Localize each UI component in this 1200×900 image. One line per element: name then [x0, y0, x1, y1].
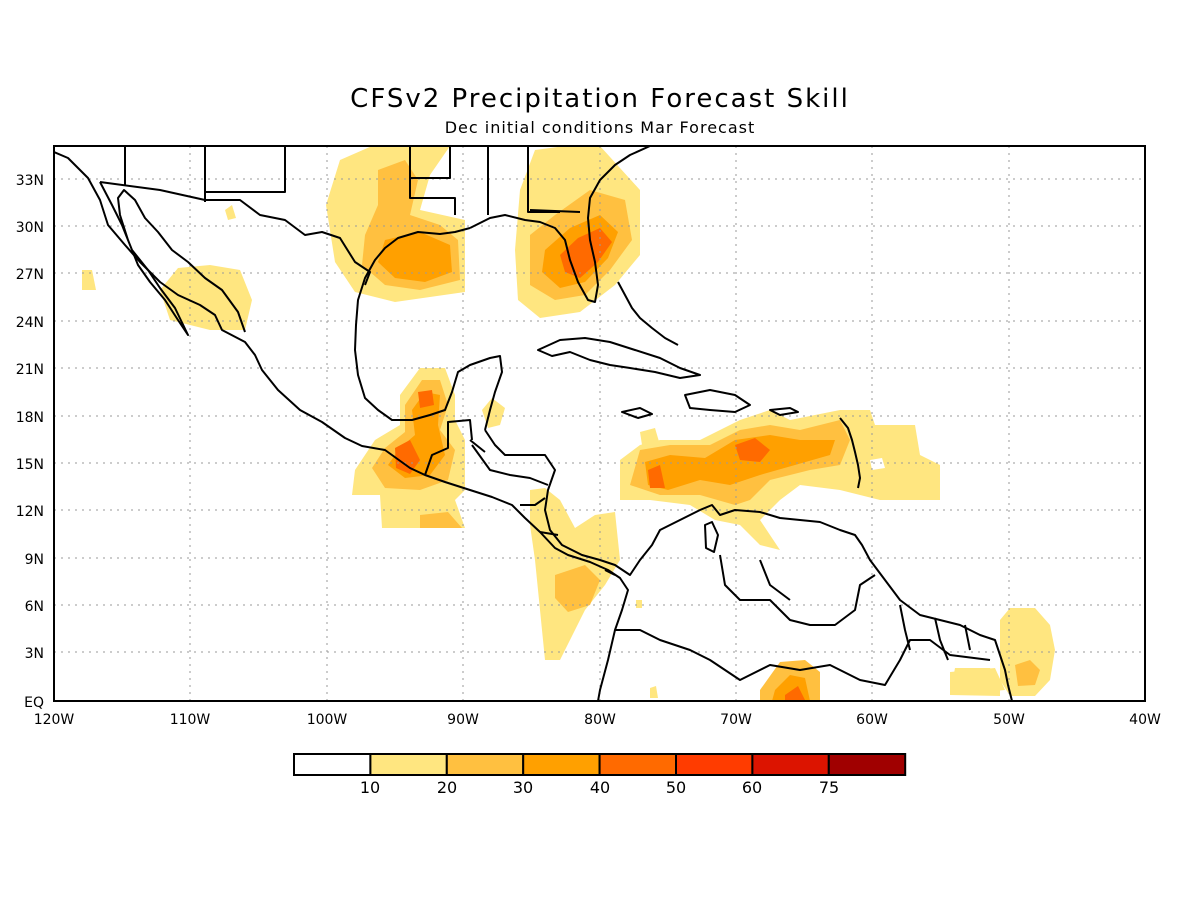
graticule [54, 146, 1145, 701]
lon-label: 60W [856, 712, 888, 728]
skill-region-baja [160, 265, 252, 330]
lat-label: 12N [16, 504, 44, 520]
lat-label: 18N [16, 410, 44, 426]
lat-label: 21N [16, 362, 44, 378]
colorbar-tick: 10 [360, 778, 380, 797]
lat-axis-labels: EQ 3N 6N 9N 12N 15N 18N 21N 24N 27N 30N … [16, 173, 44, 711]
skill-region-ne-brazil [950, 608, 1055, 696]
us-state-borders [124, 146, 581, 215]
colorbar-tick-labels: 10 20 30 40 50 60 75 [360, 778, 839, 797]
colorbar-box [598, 753, 677, 776]
colorbar-box [827, 753, 907, 776]
colorbar-tick: 20 [437, 778, 457, 797]
colorbar-tick: 75 [819, 778, 839, 797]
colorbar-tick: 60 [742, 778, 762, 797]
lat-label: 3N [25, 646, 44, 662]
caribbean-coast-central-america [484, 429, 1013, 701]
lat-label: 9N [25, 552, 44, 568]
map-title: CFSv2 Precipitation Forecast Skill [350, 84, 850, 114]
colorbar-box [369, 753, 448, 776]
colorbar-tick: 30 [513, 778, 533, 797]
skill-region-panama-colombia [530, 488, 642, 660]
lat-label: 33N [16, 173, 44, 189]
colorbar-box [675, 753, 754, 776]
lon-label: 100W [307, 712, 348, 728]
lon-label: 90W [447, 712, 479, 728]
bahamas-islands [617, 281, 679, 346]
lat-label: 27N [16, 267, 44, 283]
lon-label: 80W [584, 712, 616, 728]
colorbar-boxes [293, 753, 907, 776]
gulf-coast-east [469, 146, 651, 303]
lon-label: 120W [34, 712, 75, 728]
gulf-coast-west [354, 227, 503, 431]
jamaica-island [621, 407, 653, 419]
colorbar-tick: 40 [590, 778, 610, 797]
skill-region-venezuela-interior [650, 660, 820, 701]
skill-region-west-of-baja [82, 205, 236, 290]
lon-label: 40W [1129, 712, 1161, 728]
skill-region-northern-gulf [326, 146, 465, 302]
colorbar-tick: 50 [666, 778, 686, 797]
cuba-island [537, 337, 701, 379]
map-subtitle: Dec initial conditions Mar Forecast [444, 118, 756, 137]
central-america-borders [424, 419, 616, 576]
lat-label: 6N [25, 599, 44, 615]
lon-label: 50W [993, 712, 1025, 728]
lon-label: 110W [170, 712, 211, 728]
lon-axis-labels: 120W 110W 100W 90W 80W 70W 60W 50W 40W [34, 712, 1161, 728]
colorbar-box [293, 753, 372, 776]
colorbar-box [445, 753, 525, 776]
coastlines [54, 146, 1013, 701]
hispaniola-island [684, 389, 751, 413]
lon-label: 70W [720, 712, 752, 728]
lat-label: EQ [24, 695, 44, 711]
baja-peninsula [99, 181, 246, 336]
lat-label: 24N [16, 315, 44, 331]
colorbar-box [522, 753, 601, 776]
plot-frame [53, 145, 1146, 702]
puerto-rico-island [769, 407, 799, 416]
lake-maracaibo [704, 521, 719, 553]
skill-region-florida [515, 146, 640, 318]
lesser-antilles [839, 417, 861, 489]
south-america-borders [615, 554, 991, 686]
lat-label: 30N [16, 220, 44, 236]
lat-label: 15N [16, 457, 44, 473]
colorbar-box [751, 753, 830, 776]
us-mexico-border [99, 181, 371, 286]
